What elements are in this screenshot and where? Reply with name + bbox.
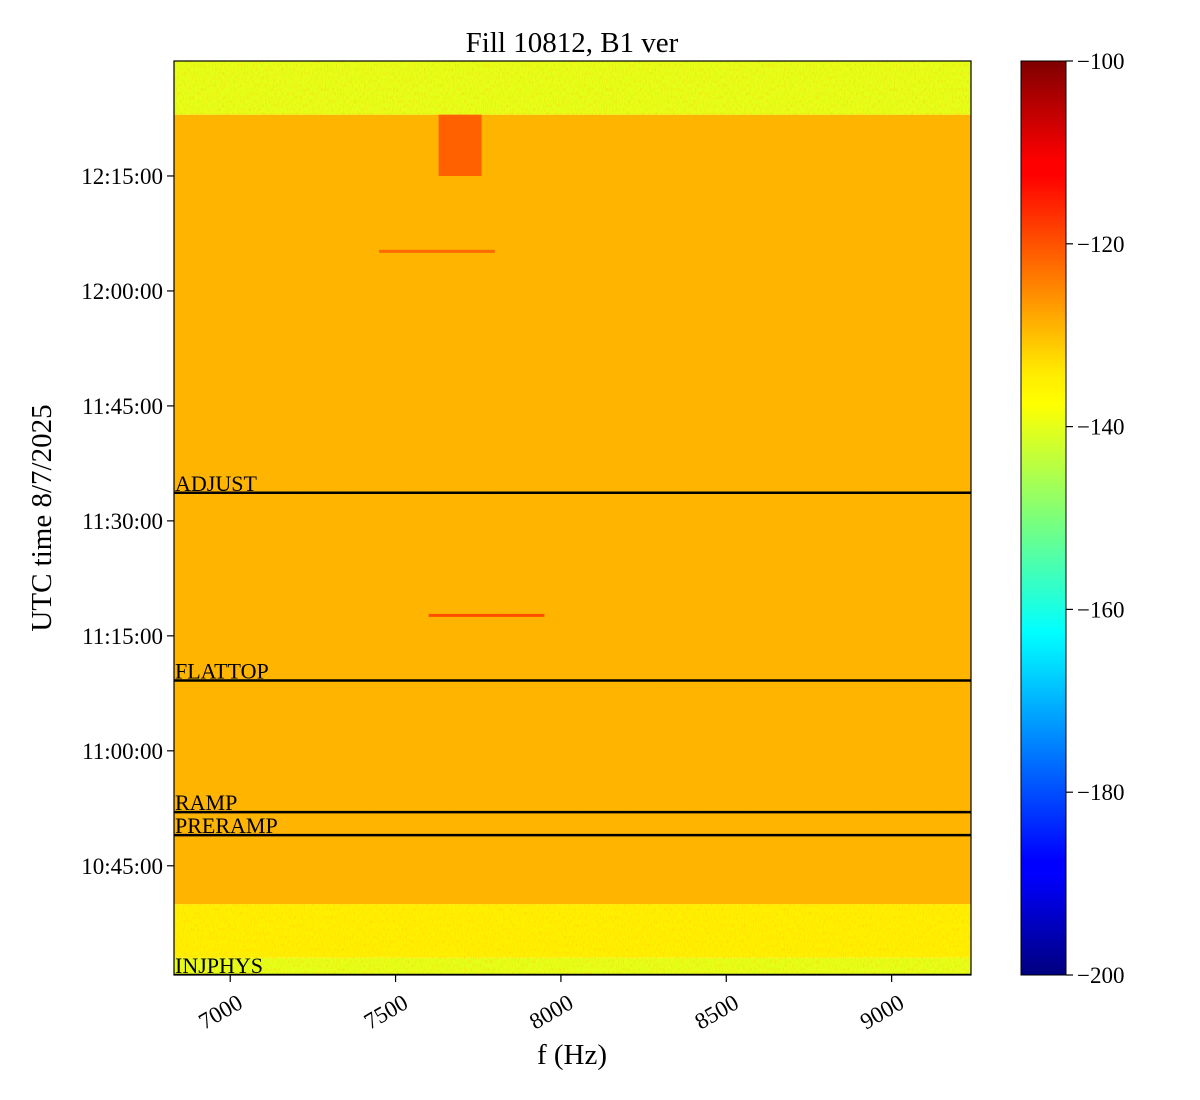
colorbar: [1020, 60, 1067, 976]
colorbar-tick-label: −140: [1077, 415, 1124, 440]
chart-title: Fill 10812, B1 ver: [466, 27, 679, 59]
x-tick-label: 7500: [360, 990, 412, 1035]
beam-mode-label: ADJUST: [175, 471, 257, 496]
x-axis-label: f (Hz): [537, 1039, 607, 1071]
colorbar-tick-label: −100: [1077, 49, 1124, 74]
y-tick-label: 10:45:00: [81, 854, 163, 879]
y-tick-label: 11:00:00: [82, 739, 163, 764]
spectrogram-hotspots: [379, 114, 545, 617]
x-tick-label: 7000: [194, 990, 246, 1035]
x-tick-label: 8500: [690, 990, 742, 1035]
beam-mode-label: INJPHYS: [175, 953, 263, 978]
x-tick-label: 9000: [856, 990, 908, 1035]
spectrogram-hotspot: [428, 613, 545, 617]
y-axis-label: UTC time 8/7/2025: [26, 404, 58, 631]
beam-mode-label: PRERAMP: [175, 813, 278, 838]
colorbar-tick-label: −120: [1077, 232, 1124, 257]
spectrogram-hotspot: [438, 114, 482, 176]
spectrogram-hotspot: [379, 249, 495, 253]
colorbar-axis: −100 −120 −140 −160 −180 −200: [1066, 49, 1124, 988]
colorbar-tick-label: −160: [1077, 597, 1124, 622]
beam-mode-label: RAMP: [175, 790, 237, 815]
y-tick-label: 12:00:00: [81, 279, 163, 304]
spectrogram-noise: [174, 61, 971, 975]
y-tick-label: 11:30:00: [82, 509, 163, 534]
beam-mode-label: FLATTOP: [175, 659, 269, 684]
colorbar-tick-label: −200: [1077, 963, 1124, 988]
y-tick-label: 11:15:00: [82, 624, 163, 649]
y-tick-label: 12:15:00: [81, 164, 163, 189]
x-tick-label: 8000: [525, 990, 577, 1035]
x-axis: 7000 7500 8000 8500 9000: [194, 975, 908, 1034]
colorbar-tick-label: −180: [1077, 780, 1124, 805]
y-tick-label: 11:45:00: [82, 394, 163, 419]
plot-frame: [173, 60, 972, 976]
y-axis: 10:45:00 11:00:00 11:15:00 11:30:00 11:45:00…: [81, 164, 174, 879]
